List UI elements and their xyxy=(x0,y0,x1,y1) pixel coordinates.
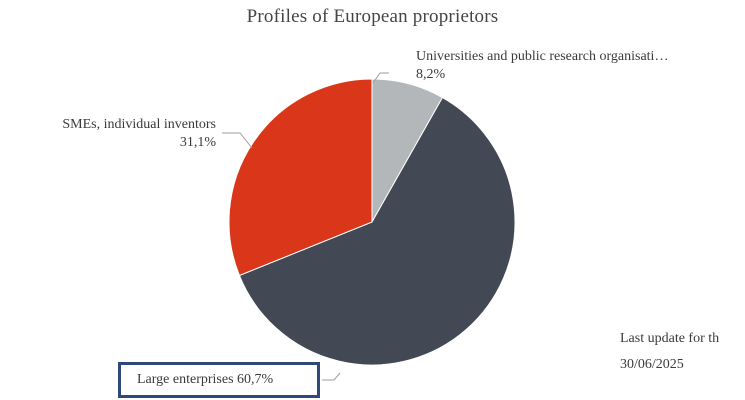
slice-label-smes: SMEs, individual inventors 31,1% xyxy=(20,116,216,152)
slice-label-large-enterprises-name: Large enterprises xyxy=(137,372,234,387)
last-update-date: 30/06/2025 xyxy=(620,352,745,378)
last-update-label: Last update for th xyxy=(620,326,745,352)
slice-label-universities-value: 8,2% xyxy=(416,66,668,84)
leader-line-smes xyxy=(222,133,252,148)
slice-label-universities-name: Universities and public research organis… xyxy=(416,48,668,66)
slice-label-large-enterprises-value: 60,7% xyxy=(237,372,273,387)
slice-label-smes-value: 31,1% xyxy=(20,134,216,152)
slice-label-large-enterprises[interactable]: Large enterprises 60,7% xyxy=(118,362,320,398)
slice-label-universities: Universities and public research organis… xyxy=(416,48,668,84)
last-update-note: Last update for th 30/06/2025 xyxy=(620,326,745,378)
leader-line-large-enterprises xyxy=(322,373,340,380)
slice-label-smes-name: SMEs, individual inventors xyxy=(20,116,216,134)
